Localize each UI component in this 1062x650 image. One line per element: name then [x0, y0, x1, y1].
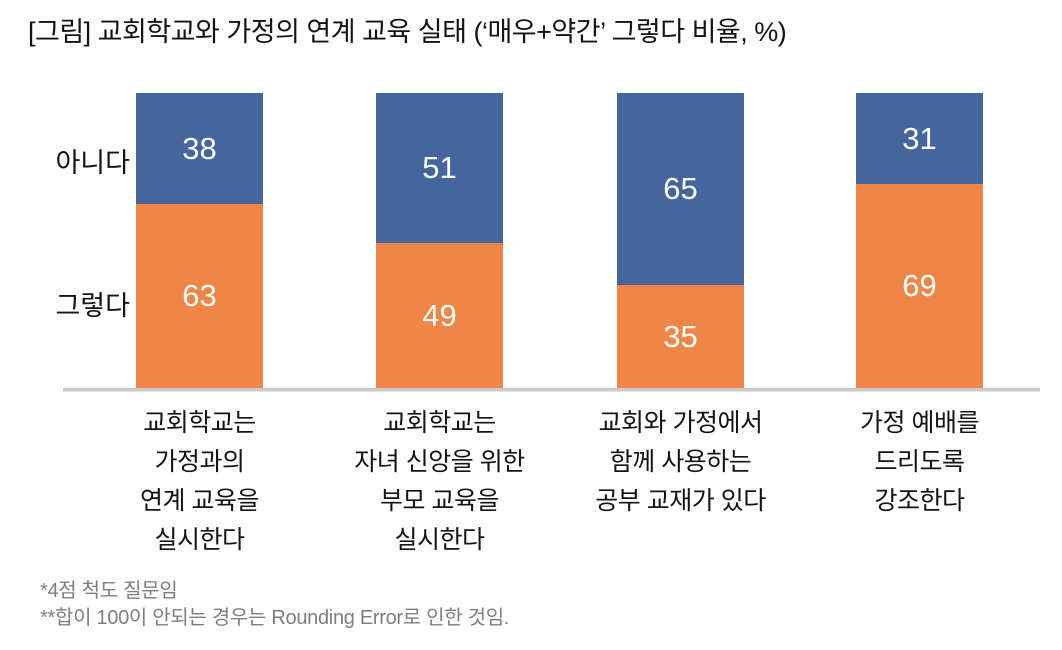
category-label-line: 강조한다 — [874, 487, 965, 515]
row-label-disagree: 아니다 — [55, 148, 130, 178]
x-axis-line — [63, 388, 1040, 392]
bar-value-label: 35 — [663, 318, 698, 354]
bar-value-label: 65 — [663, 171, 698, 206]
bar-segment-disagree: 51 — [376, 93, 503, 243]
figure-title: [그림] 교회학교와 가정의 연계 교육 실태 (‘매우+약간’ 그렇다 비율,… — [28, 17, 787, 47]
bar-column: 65 35 — [617, 93, 744, 388]
bar-value-label: 69 — [902, 268, 937, 303]
category-label-line: 교회와 가정에서 — [598, 409, 763, 437]
category-label-line: 가정 예배를 — [860, 409, 979, 437]
category-label-line: 드리도록 — [874, 448, 965, 476]
category-label-line: 교회학교는 — [383, 409, 496, 437]
bar-segment-agree: 35 — [617, 285, 744, 388]
bar-segment-agree: 63 — [136, 204, 263, 388]
category-label-line: 가정과의 — [154, 448, 245, 476]
bar-value-label: 49 — [422, 297, 457, 333]
bar-segment-disagree: 65 — [617, 93, 744, 285]
category-label-line: 실시한다 — [394, 526, 485, 554]
bar-segment-agree: 49 — [376, 243, 503, 388]
bar-segment-disagree: 38 — [136, 93, 263, 204]
bar-column: 31 69 — [856, 93, 983, 388]
bar-value-label: 51 — [422, 150, 457, 185]
category-label-line: 실시한다 — [154, 526, 245, 554]
footnote-rounding: **합이 100이 안되는 경우는 Rounding Error로 인한 것임. — [40, 607, 510, 629]
bar-segment-disagree: 31 — [856, 93, 983, 184]
footnotes: *4점 척도 질문임 **합이 100이 안되는 경우는 Rounding Er… — [40, 578, 509, 632]
category-label-line: 함께 사용하는 — [609, 448, 752, 476]
footnote-scale: *4점 척도 질문임 — [40, 580, 178, 602]
bar-column: 38 63 — [136, 93, 263, 388]
category-label-line: 공부 교재가 있다 — [595, 487, 766, 515]
category-label-line: 교회학교는 — [143, 409, 256, 437]
bar-value-label: 38 — [182, 130, 217, 166]
category-label-line: 자녀 신앙을 위한 — [354, 448, 525, 476]
category-label-line: 부모 교육을 — [380, 487, 499, 515]
bar-segment-agree: 69 — [856, 184, 983, 388]
bar-value-label: 31 — [902, 120, 937, 156]
bar-column: 51 49 — [376, 93, 503, 388]
row-label-agree: 그렇다 — [55, 291, 130, 321]
bar-value-label: 63 — [182, 278, 217, 313]
category-label-line: 연계 교육을 — [140, 487, 259, 515]
